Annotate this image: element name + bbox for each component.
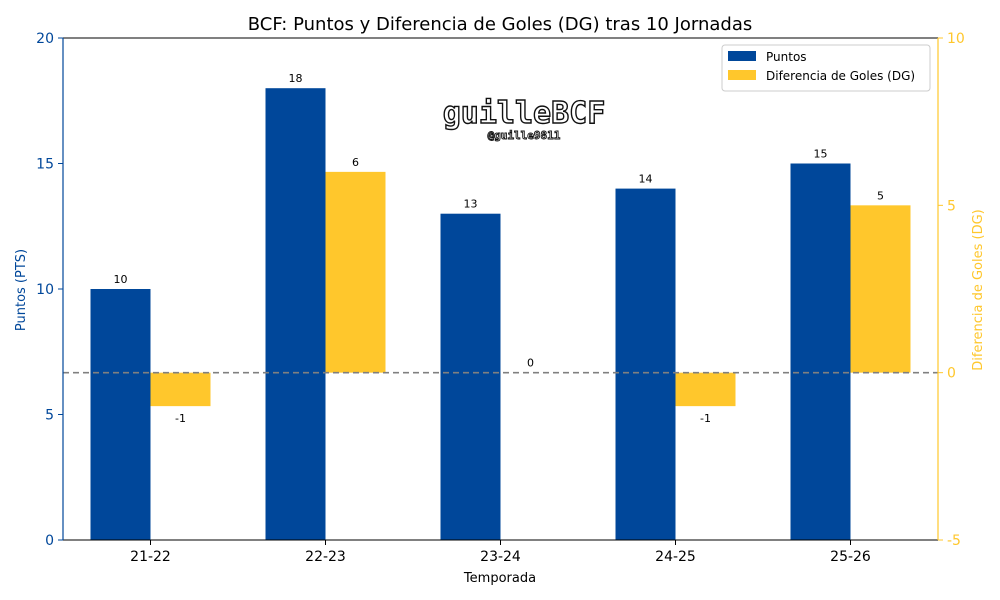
legend-swatch-dg bbox=[728, 70, 756, 80]
left-y-axis: 0 5 10 15 20 bbox=[36, 31, 64, 549]
bar-puntos-21-22 bbox=[90, 289, 151, 540]
right-tick-label-5: 5 bbox=[947, 198, 956, 214]
x-tick-label-21-22: 21-22 bbox=[130, 549, 171, 565]
bar-label-puntos-24-25: 14 bbox=[639, 173, 653, 186]
right-y-axis: -5 0 5 10 bbox=[937, 31, 965, 549]
bar-label-dg-25-26: 5 bbox=[877, 189, 884, 202]
right-tick-label-0: 0 bbox=[947, 366, 956, 382]
x-tick-label-24-25: 24-25 bbox=[655, 549, 696, 565]
chart-title: BCF: Puntos y Diferencia de Goles (DG) t… bbox=[248, 14, 752, 35]
bar-puntos-25-26 bbox=[790, 163, 851, 540]
legend-label-dg: Diferencia de Goles (DG) bbox=[766, 69, 915, 83]
bar-label-puntos-22-23: 18 bbox=[289, 72, 303, 85]
x-axis-label: Temporada bbox=[463, 571, 536, 586]
x-axis: 21-22 22-23 23-24 24-25 25-26 bbox=[130, 540, 871, 565]
bar-label-puntos-21-22: 10 bbox=[114, 273, 128, 286]
x-tick-label-25-26: 25-26 bbox=[830, 549, 871, 565]
left-tick-label-20: 20 bbox=[36, 31, 54, 47]
watermark-main-text: guilleBCF bbox=[443, 96, 606, 131]
bar-label-dg-21-22: -1 bbox=[175, 412, 186, 425]
bar-dg-25-26 bbox=[850, 205, 911, 373]
bar-label-dg-23-24: 0 bbox=[527, 357, 534, 370]
right-tick-label-10: 10 bbox=[947, 31, 965, 47]
bar-dg-24-25 bbox=[675, 372, 736, 407]
left-y-axis-label: Puntos (PTS) bbox=[14, 249, 29, 331]
right-y-axis-label: Diferencia de Goles (DG) bbox=[971, 209, 986, 371]
left-tick-label-15: 15 bbox=[36, 157, 54, 173]
bar-label-puntos-23-24: 13 bbox=[464, 198, 478, 211]
legend: Puntos Diferencia de Goles (DG) bbox=[721, 44, 931, 92]
left-tick-label-0: 0 bbox=[45, 533, 54, 549]
left-tick-label-10: 10 bbox=[36, 282, 54, 298]
bar-label-dg-22-23: 6 bbox=[352, 156, 359, 169]
left-tick-label-5: 5 bbox=[45, 408, 54, 424]
watermark: guilleBCF @guille9811 bbox=[442, 95, 606, 142]
bar-puntos-24-25 bbox=[615, 188, 676, 540]
legend-swatch-puntos bbox=[728, 51, 756, 61]
bar-puntos-23-24 bbox=[440, 213, 501, 540]
bar-label-puntos-25-26: 15 bbox=[814, 148, 828, 161]
bar-dg-21-22 bbox=[150, 372, 211, 407]
legend-label-puntos: Puntos bbox=[766, 50, 807, 64]
bar-label-dg-24-25: -1 bbox=[700, 412, 711, 425]
watermark-sub-text: @guille9811 bbox=[488, 129, 561, 142]
x-tick-label-23-24: 23-24 bbox=[480, 549, 521, 565]
bar-puntos-22-23 bbox=[265, 88, 326, 540]
bar-dg-22-23 bbox=[325, 171, 386, 373]
x-tick-label-22-23: 22-23 bbox=[305, 549, 346, 565]
legend-box bbox=[721, 44, 931, 92]
right-tick-label--5: -5 bbox=[947, 533, 961, 549]
